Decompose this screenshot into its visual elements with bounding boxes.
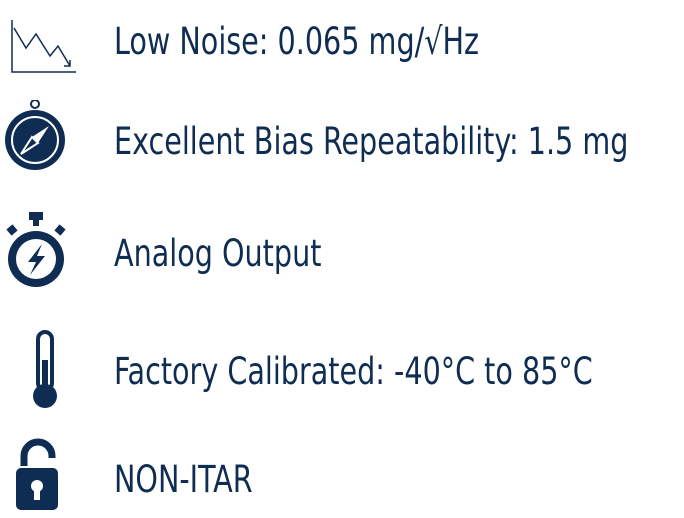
feature-label: NON-ITAR: [114, 458, 253, 501]
feature-label: Excellent Bias Repeatability: 1.5 mg: [114, 120, 629, 163]
stopwatch-icon: [6, 212, 66, 287]
compass-icon: [5, 100, 65, 170]
thermometer-icon: [33, 330, 57, 408]
feature-row: Low Noise: 0.065 mg/√Hz: [0, 0, 684, 80]
unlock-icon: [16, 438, 58, 510]
feature-row: NON-ITAR: [0, 438, 684, 518]
feature-row: Excellent Bias Repeatability: 1.5 mg: [0, 100, 684, 180]
feature-label: Factory Calibrated: -40°C to 85°C: [114, 350, 593, 393]
feature-label: Low Noise: 0.065 mg/√Hz: [114, 20, 480, 63]
feature-label: Analog Output: [114, 232, 322, 275]
feature-row: Analog Output: [0, 212, 684, 292]
noise-icon: [11, 20, 76, 73]
feature-row: Factory Calibrated: -40°C to 85°C: [0, 330, 684, 410]
